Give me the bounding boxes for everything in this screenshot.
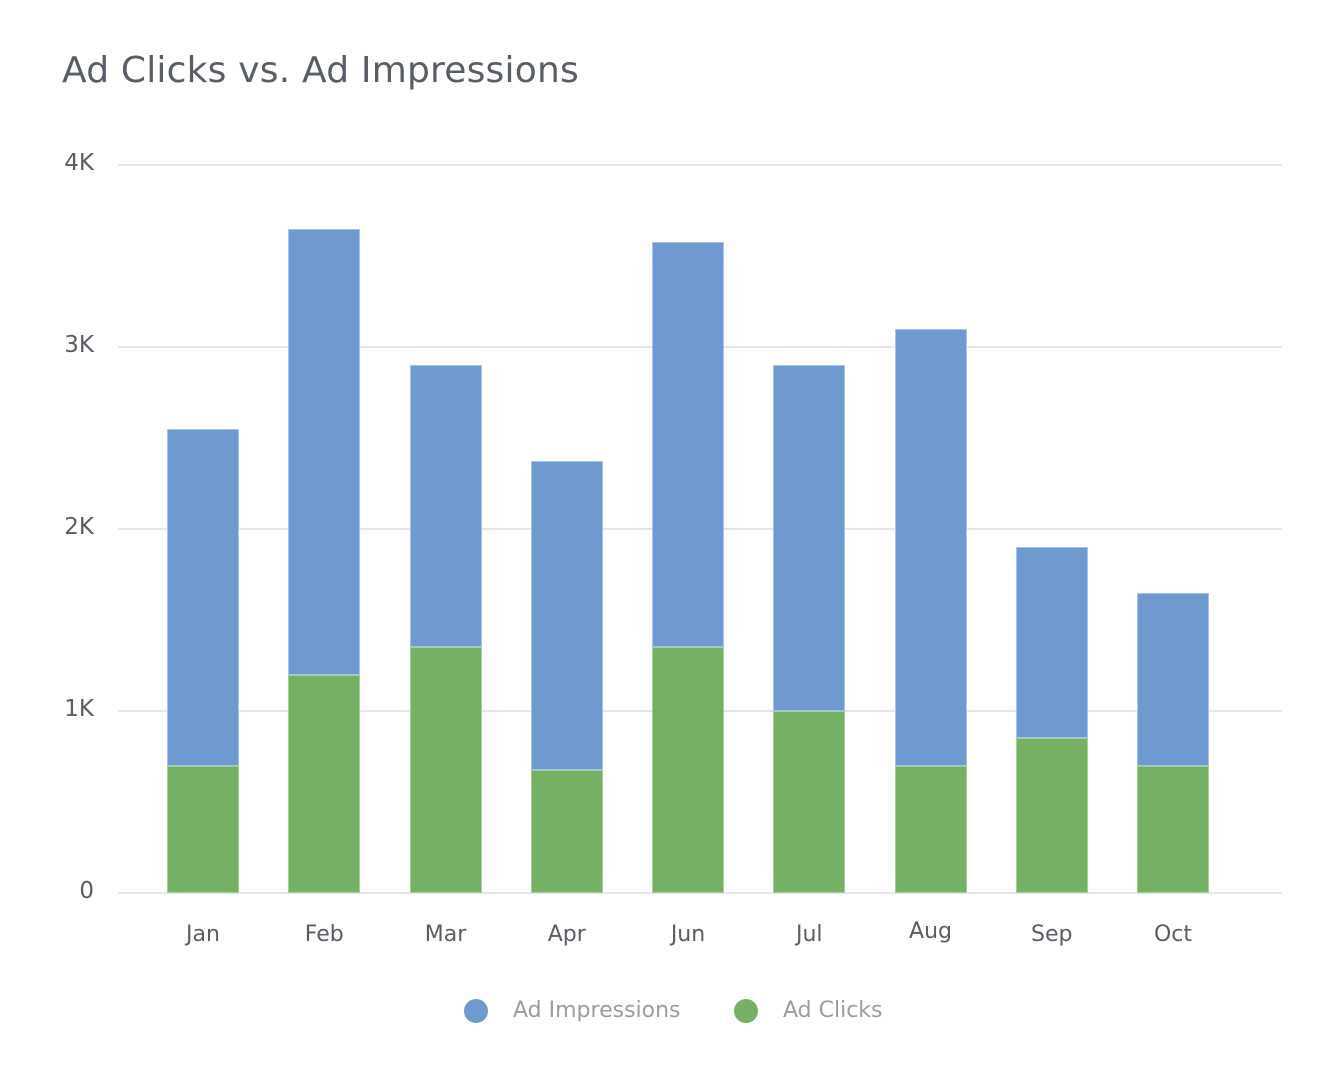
bar-jun[interactable]: [652, 242, 724, 893]
y-tick-label: 4K: [64, 150, 94, 176]
legend-dot-icon: [464, 998, 488, 1023]
x-tick-label: Jun: [670, 922, 706, 947]
gridline: [118, 164, 1282, 166]
x-tick-label: Aug: [909, 919, 952, 944]
bar-segment-ad-clicks[interactable]: [894, 765, 967, 893]
bar-segment-ad-impressions[interactable]: [409, 365, 482, 648]
bar-aug[interactable]: [894, 328, 967, 893]
bar-segment-ad-impressions[interactable]: [288, 228, 361, 675]
bar-segment-ad-clicks[interactable]: [530, 770, 603, 893]
gridline: [118, 892, 1282, 894]
bar-segment-ad-clicks[interactable]: [288, 674, 361, 893]
bar-segment-ad-clicks[interactable]: [409, 647, 482, 893]
bar-jul[interactable]: [773, 365, 846, 893]
bar-apr[interactable]: [530, 460, 603, 893]
bar-segment-ad-clicks[interactable]: [167, 765, 239, 893]
x-tick-label: Jan: [186, 922, 220, 947]
x-tick-label: Sep: [1031, 922, 1073, 947]
bar-jan[interactable]: [167, 428, 239, 893]
legend-item-ad-impressions[interactable]: Ad Impressions: [464, 998, 681, 1023]
x-tick-label: Jul: [795, 922, 823, 947]
bar-segment-ad-clicks[interactable]: [652, 647, 724, 893]
bar-sep[interactable]: [1015, 547, 1088, 893]
bar-segment-ad-clicks[interactable]: [773, 710, 846, 893]
legend-label: Ad Clicks: [783, 998, 883, 1023]
legend-item-ad-clicks[interactable]: Ad Clicks: [734, 998, 883, 1023]
bar-segment-ad-impressions[interactable]: [1015, 547, 1088, 739]
y-tick-label: 1K: [64, 696, 94, 722]
legend: Ad Impressions Ad Clicks: [0, 998, 1343, 1034]
bar-segment-ad-impressions[interactable]: [652, 242, 724, 648]
chart-title: Ad Clicks vs. Ad Impressions: [62, 50, 579, 91]
x-tick-label: Apr: [547, 922, 586, 947]
bar-segment-ad-clicks[interactable]: [1015, 738, 1088, 893]
x-tick-label: Feb: [304, 922, 344, 947]
y-tick-label: 2K: [64, 514, 94, 540]
y-tick-label: 0: [79, 878, 94, 904]
y-tick-label: 3K: [64, 332, 94, 358]
bar-segment-ad-impressions[interactable]: [773, 365, 846, 711]
bar-segment-ad-impressions[interactable]: [167, 428, 239, 766]
bar-segment-ad-impressions[interactable]: [1137, 592, 1209, 766]
bar-segment-ad-impressions[interactable]: [530, 460, 603, 771]
bar-oct[interactable]: [1137, 592, 1209, 893]
x-tick-label: Mar: [424, 922, 467, 947]
bar-mar[interactable]: [409, 365, 482, 893]
bar-segment-ad-impressions[interactable]: [894, 328, 967, 766]
x-tick-label: Oct: [1153, 922, 1193, 947]
legend-label: Ad Impressions: [513, 998, 681, 1023]
bar-feb[interactable]: [288, 228, 361, 893]
legend-dot-icon: [734, 998, 758, 1023]
bar-segment-ad-clicks[interactable]: [1137, 765, 1209, 893]
